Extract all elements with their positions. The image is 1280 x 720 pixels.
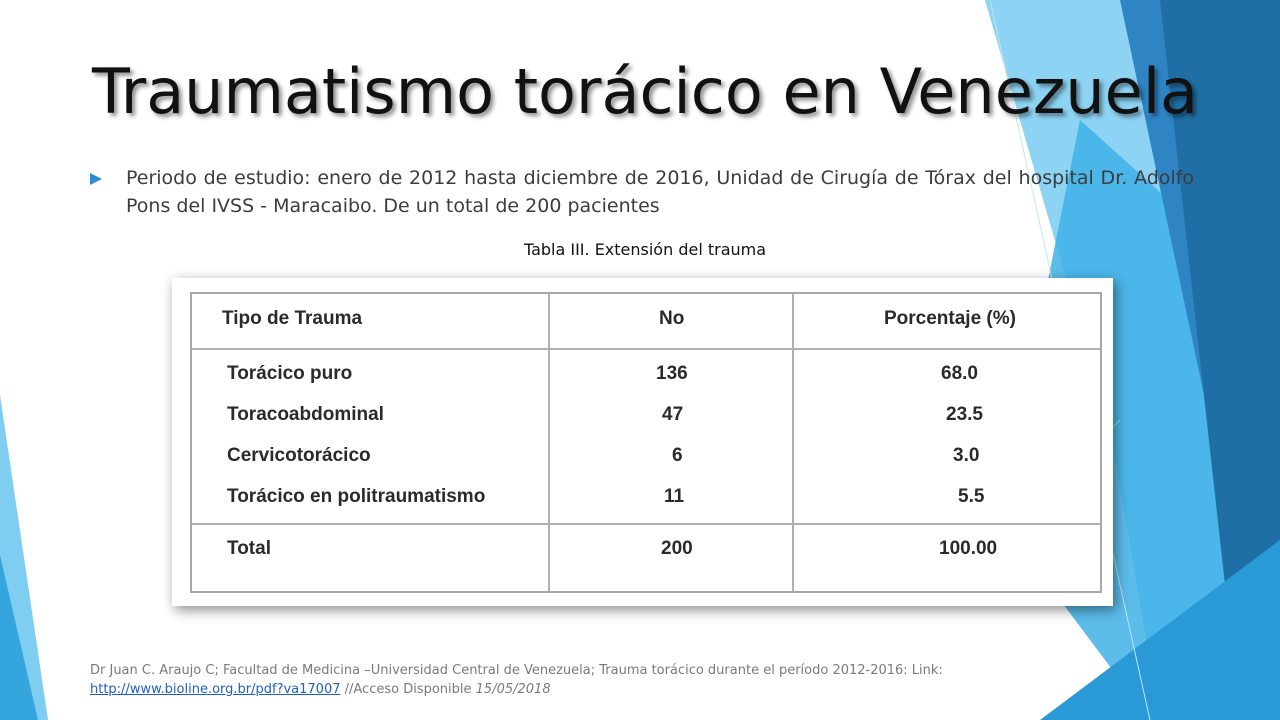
left-mid-shape (0, 555, 38, 720)
bullet-arrow-icon (90, 173, 102, 185)
total-percent: 100.00 (939, 538, 998, 559)
column-divider (548, 294, 550, 591)
table-cell: 3.0 (953, 445, 980, 466)
right-bottom-shape (1040, 540, 1280, 720)
total-count: 200 (661, 538, 693, 559)
table-cell: 23.5 (946, 404, 983, 425)
header-porcentaje: Porcentaje (%) (884, 308, 1016, 329)
table-cell: 11 (664, 486, 685, 507)
bullet-item: Periodo de estudio: enero de 2012 hasta … (90, 164, 1194, 220)
table-cell: 5.5 (958, 486, 985, 507)
total-label: Total (227, 538, 271, 559)
table-cell: Toracoabdominal (227, 404, 384, 425)
access-date: 15/05/2018 (475, 682, 551, 697)
column-divider (792, 294, 794, 591)
row-divider (192, 348, 1100, 350)
table-cell: Torácico puro (227, 363, 353, 384)
citation-text: Dr Juan C. Araujo C; Facultad de Medicin… (90, 663, 943, 678)
row-divider (192, 523, 1100, 525)
bullet-text: Periodo de estudio: enero de 2012 hasta … (126, 167, 1194, 217)
access-text: //Acceso Disponible (340, 682, 476, 697)
table-cell: 47 (662, 404, 684, 425)
table-cell: Torácico en politraumatismo (227, 486, 486, 507)
header-tipo: Tipo de Trauma (222, 308, 363, 329)
table-cell: 6 (672, 445, 683, 466)
table-cell: Cervicotorácico (227, 445, 371, 466)
table-cell: 136 (656, 363, 688, 384)
table-caption: Tabla III. Extensión del trauma (523, 240, 767, 259)
source-link[interactable]: http://www.bioline.org.br/pdf?va17007 (90, 682, 341, 697)
right-dark-shape (1160, 0, 1280, 720)
header-no: No (659, 308, 685, 329)
slide-title: Traumatismo torácico en Venezuela (91, 55, 1199, 128)
table-image: Tipo de Trauma No Porcentaje (%) Torácic… (172, 278, 1113, 606)
table-cell: 68.0 (941, 363, 978, 384)
footer-citation: Dr Juan C. Araujo C; Facultad de Medicin… (90, 661, 1090, 699)
trauma-table: Tipo de Trauma No Porcentaje (%) Torácic… (190, 292, 1102, 593)
